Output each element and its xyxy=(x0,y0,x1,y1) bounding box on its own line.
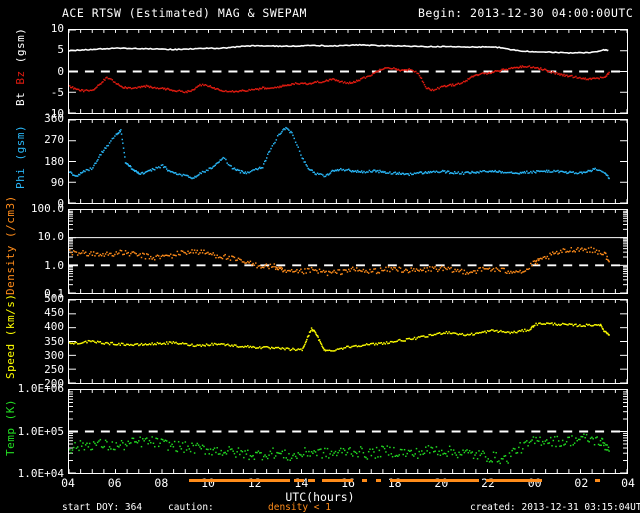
y-axis-speed: 500 450 400 350 300 250 200 xyxy=(0,293,64,389)
x-tick-label: 04 xyxy=(61,476,75,490)
caution-bar-segment xyxy=(294,479,304,482)
y-tick-label: 270 xyxy=(44,133,64,147)
series-bt xyxy=(69,43,609,55)
y-tick-label: 200 xyxy=(44,377,64,390)
y-tick-label: 360 xyxy=(44,112,64,125)
panel-speed xyxy=(68,299,628,384)
caution-bar-segment xyxy=(376,479,381,482)
y-tick-label: 350 xyxy=(44,334,64,348)
footer-caution-value: density < 1 xyxy=(268,502,331,513)
y-tick-label: 1.0 xyxy=(44,258,64,272)
plot-area-mag xyxy=(69,30,627,113)
y-tick-label: 0 xyxy=(57,197,64,210)
footer-created: created: 2013-12-31 03:15:04UTC xyxy=(470,502,640,513)
panel-mag xyxy=(68,29,628,114)
y-tick-label: 1.0E+06 xyxy=(17,382,64,395)
y-axis-mag: 10 5 0 -5 -10 xyxy=(0,23,64,119)
y-axis-phi: 360 270 180 90 0 xyxy=(0,113,64,209)
begin-time: Begin: 2013-12-30 04:00:00UTC xyxy=(418,6,634,20)
panel-density xyxy=(68,209,628,294)
y-tick-label: 0 xyxy=(57,64,64,78)
plot-area-temp xyxy=(69,390,627,473)
caution-bar-segment xyxy=(322,479,353,482)
series-density xyxy=(69,246,610,277)
x-tick-label: 04 xyxy=(621,476,635,490)
y-axis-temp: 1.0E+06 1.0E+05 1.0E+04 xyxy=(0,383,64,479)
caution-bar xyxy=(68,479,628,482)
caution-bar-segment xyxy=(362,479,367,482)
series-phi xyxy=(69,126,610,180)
y-tick-label: 250 xyxy=(44,362,64,376)
y-tick-label: 1.0E+05 xyxy=(17,424,64,438)
caution-bar-segment xyxy=(595,479,600,482)
caution-bar-segment xyxy=(308,479,316,482)
y-axis-title-part: Bz xyxy=(14,62,27,85)
y-tick-label: 300 xyxy=(44,348,64,362)
y-tick-label: 180 xyxy=(44,154,64,168)
caution-bar-segment xyxy=(189,479,290,482)
panel-temp xyxy=(68,389,628,474)
x-tick-label: 08 xyxy=(154,476,169,490)
y-axis-title-mag: Bt Bz (gsm) xyxy=(14,27,27,105)
y-tick-label: 5 xyxy=(57,43,64,57)
y-tick-label: 90 xyxy=(50,175,64,189)
y-axis-title-temp: Temp (K) xyxy=(4,399,17,457)
y-axis-title-phi: Phi (gsm) xyxy=(14,125,27,190)
plot-area-phi xyxy=(69,120,627,203)
series-temp xyxy=(69,433,610,465)
y-tick-label: 10.0 xyxy=(37,230,65,244)
y-tick-label: 400 xyxy=(44,320,64,334)
y-tick-label: -10 xyxy=(44,107,64,120)
panel-phi xyxy=(68,119,628,204)
y-tick-label: 100.0 xyxy=(30,202,64,215)
caution-bar-segment xyxy=(485,479,542,482)
y-tick-label: 500 xyxy=(44,292,64,305)
y-tick-label: 1.0E+04 xyxy=(17,467,64,480)
y-axis-title-part: Bt xyxy=(14,84,27,106)
y-tick-label: 10 xyxy=(50,22,64,35)
y-axis-density: 100.0 10.0 1.0 0.1 xyxy=(0,203,65,299)
y-tick-label: 0.1 xyxy=(44,287,64,300)
y-tick-label: 450 xyxy=(44,306,64,320)
x-axis-label: UTC(hours) xyxy=(285,490,355,504)
footer-start-doy: start DOY: 364 xyxy=(62,502,143,513)
y-axis-title-density: Density (/cm3) xyxy=(4,195,17,295)
x-tick-label: 02 xyxy=(574,476,589,490)
footer-caution-label: caution: xyxy=(168,502,214,513)
plot-area-density xyxy=(69,210,627,293)
y-axis-title-speed: Speed (km/s) xyxy=(4,293,17,379)
series-speed xyxy=(69,322,610,352)
plot-area-speed xyxy=(69,300,627,383)
caution-bar-segment xyxy=(390,479,479,482)
y-axis-title-part: (gsm) xyxy=(14,27,27,63)
page-title: ACE RTSW (Estimated) MAG & SWEPAM xyxy=(62,6,307,20)
x-tick-label: 06 xyxy=(107,476,122,490)
series-bz xyxy=(69,65,610,94)
y-tick-label: -5 xyxy=(50,85,64,99)
